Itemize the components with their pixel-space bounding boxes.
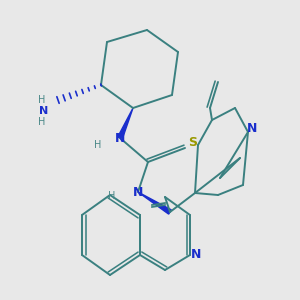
Text: N: N <box>191 248 201 262</box>
Text: S: S <box>188 136 197 148</box>
Text: N: N <box>247 122 257 134</box>
Text: N: N <box>39 106 49 116</box>
Text: N: N <box>115 131 125 145</box>
Text: H: H <box>108 191 116 201</box>
Text: H: H <box>38 117 46 127</box>
Text: H: H <box>38 95 46 105</box>
Polygon shape <box>118 108 133 139</box>
Text: H: H <box>94 140 102 150</box>
Text: N: N <box>133 185 143 199</box>
Polygon shape <box>138 192 171 214</box>
